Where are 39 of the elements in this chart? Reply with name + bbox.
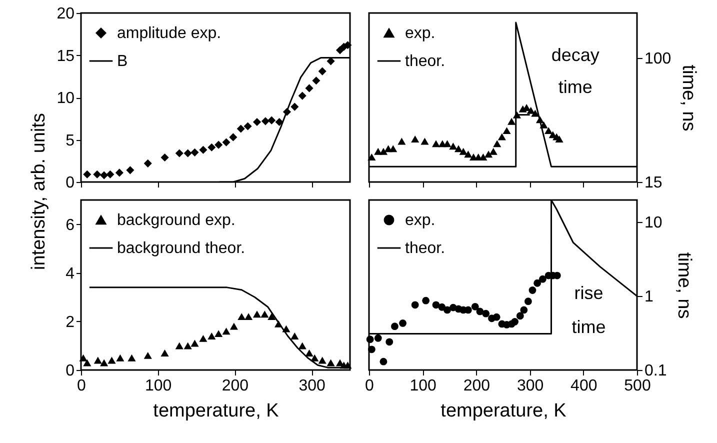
- y-tick-label: 10: [56, 90, 75, 107]
- legend-label: exp.: [405, 212, 436, 229]
- x-tick-label: 200: [463, 378, 490, 394]
- y-tick-label: 4: [66, 265, 75, 282]
- legend-label: theor.: [405, 240, 446, 257]
- y-tick-label: 20: [56, 6, 75, 22]
- y-tick-label: 15: [644, 174, 662, 192]
- x-tick-label: 300: [298, 378, 326, 394]
- y-tick-label: 1: [644, 288, 654, 306]
- legend-label: B: [117, 53, 128, 70]
- x-tick-label: 100: [145, 378, 172, 394]
- x-tick-label: 500: [624, 378, 651, 394]
- legend-label: background theor.: [117, 240, 246, 257]
- y-tick-label: 2: [66, 314, 75, 331]
- y-tick-label: 5: [66, 132, 75, 150]
- y-tick-label: 15: [56, 48, 75, 65]
- y-axis-title: intensity, arb. units: [28, 112, 50, 270]
- legend-label: exp.: [405, 25, 436, 42]
- legend-label: amplitude exp.: [117, 25, 222, 42]
- legend-label: theor.: [405, 53, 446, 70]
- y-axis-title: time, ns: [674, 252, 695, 319]
- annotation: rise time: [572, 283, 606, 337]
- x-tick-label: 0: [365, 378, 374, 394]
- legend-label: background exp.: [117, 212, 236, 229]
- y-tick-label: 10: [644, 214, 662, 232]
- y-tick-label: 0: [66, 174, 75, 192]
- x-tick-label: 300: [516, 378, 544, 394]
- annotation: decay time: [551, 44, 600, 97]
- x-tick-label: 100: [410, 378, 437, 394]
- x-tick-label: 200: [222, 378, 249, 394]
- y-tick-label: 0.1: [644, 362, 667, 380]
- y-tick-label: 0: [66, 362, 75, 380]
- y-tick-label: 6: [66, 216, 75, 234]
- y-tick-label: 100: [644, 50, 672, 68]
- x-tick-label: 400: [570, 378, 598, 394]
- y-axis-title: time, ns: [678, 64, 700, 132]
- x-axis-title: temperature, K: [153, 400, 280, 422]
- x-axis-title: temperature, K: [440, 400, 567, 422]
- x-tick-label: 0: [77, 378, 86, 394]
